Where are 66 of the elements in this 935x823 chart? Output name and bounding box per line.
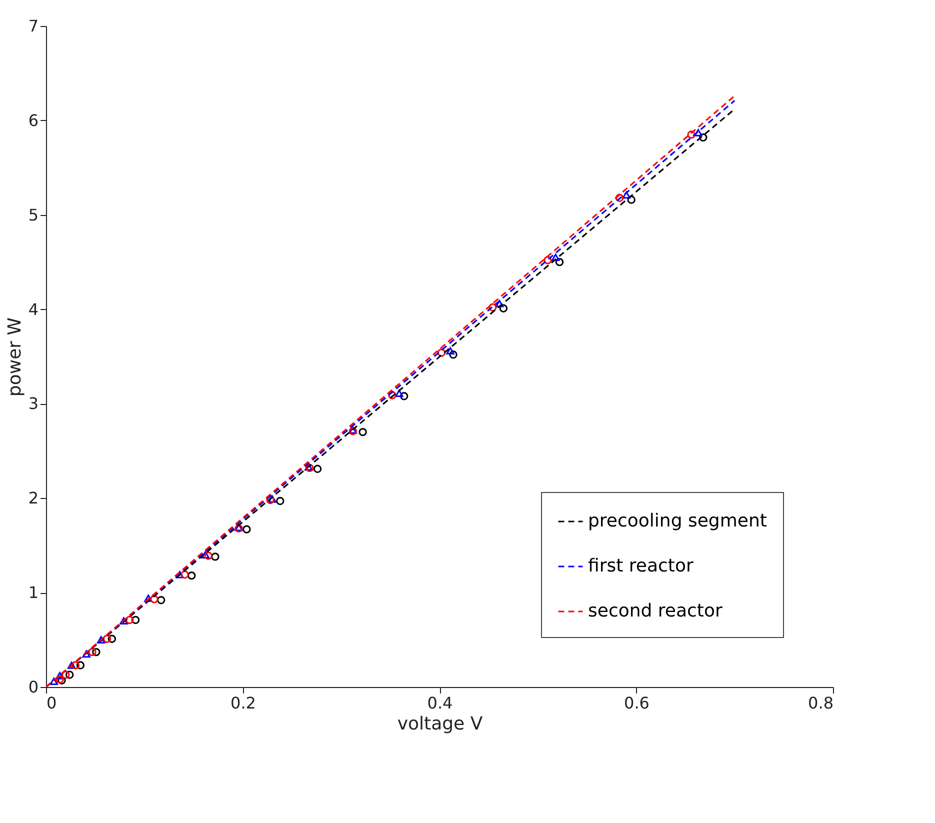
point <box>499 304 508 312</box>
point <box>176 570 184 578</box>
point <box>88 648 96 656</box>
point <box>388 391 396 400</box>
point <box>544 256 552 264</box>
point <box>108 634 116 643</box>
point <box>131 616 140 624</box>
point <box>313 464 322 473</box>
point <box>66 670 74 679</box>
y-tick-label: 3 <box>28 394 38 414</box>
point <box>76 661 85 670</box>
y-tick-label: 4 <box>28 300 38 319</box>
y-tick-label: 1 <box>28 583 38 602</box>
point <box>201 551 210 558</box>
point <box>126 616 134 624</box>
point <box>495 300 504 308</box>
y-tick-label: 7 <box>28 16 38 36</box>
point <box>622 191 631 199</box>
x-tick-label: 0.4 <box>427 694 453 712</box>
point <box>276 496 284 506</box>
point <box>627 196 636 204</box>
y-tick-label: 5 <box>28 205 38 224</box>
point <box>266 496 274 504</box>
x-tick-label: 0.8 <box>808 694 834 712</box>
point <box>62 670 70 679</box>
point <box>446 347 454 354</box>
point <box>699 133 708 142</box>
point <box>400 392 408 400</box>
point <box>71 661 80 670</box>
y-tick-label: 2 <box>28 488 38 508</box>
x-tick-label: 0 <box>46 694 57 712</box>
point <box>144 594 152 602</box>
point <box>150 595 158 604</box>
y-axis-title: power W <box>4 317 26 397</box>
point <box>56 672 64 680</box>
point <box>96 636 106 644</box>
point <box>488 303 497 312</box>
point <box>211 552 220 561</box>
legend-label: precooling segment <box>588 510 767 532</box>
x-tick-label: 0.6 <box>624 694 650 712</box>
point <box>242 525 251 534</box>
point <box>555 258 564 266</box>
point <box>694 129 702 136</box>
point <box>437 348 446 357</box>
legend-label: second reactor <box>588 600 723 622</box>
point <box>92 648 100 656</box>
x-tick-label: 0.2 <box>230 694 256 712</box>
point <box>615 194 624 202</box>
point <box>50 678 58 685</box>
point <box>204 552 212 560</box>
point <box>120 617 128 625</box>
y-tick-label: 0 <box>28 678 38 696</box>
point <box>551 254 560 262</box>
point <box>395 390 404 397</box>
point <box>156 596 166 604</box>
point <box>102 634 112 643</box>
point <box>358 428 367 436</box>
point <box>180 570 189 579</box>
legend-label: first reactor <box>588 556 694 576</box>
point <box>187 571 196 580</box>
point <box>67 662 76 669</box>
point <box>82 650 90 658</box>
y-tick-label: 6 <box>28 110 38 130</box>
x-axis-title: voltage V <box>397 714 484 734</box>
point <box>449 350 458 359</box>
point <box>687 130 696 139</box>
